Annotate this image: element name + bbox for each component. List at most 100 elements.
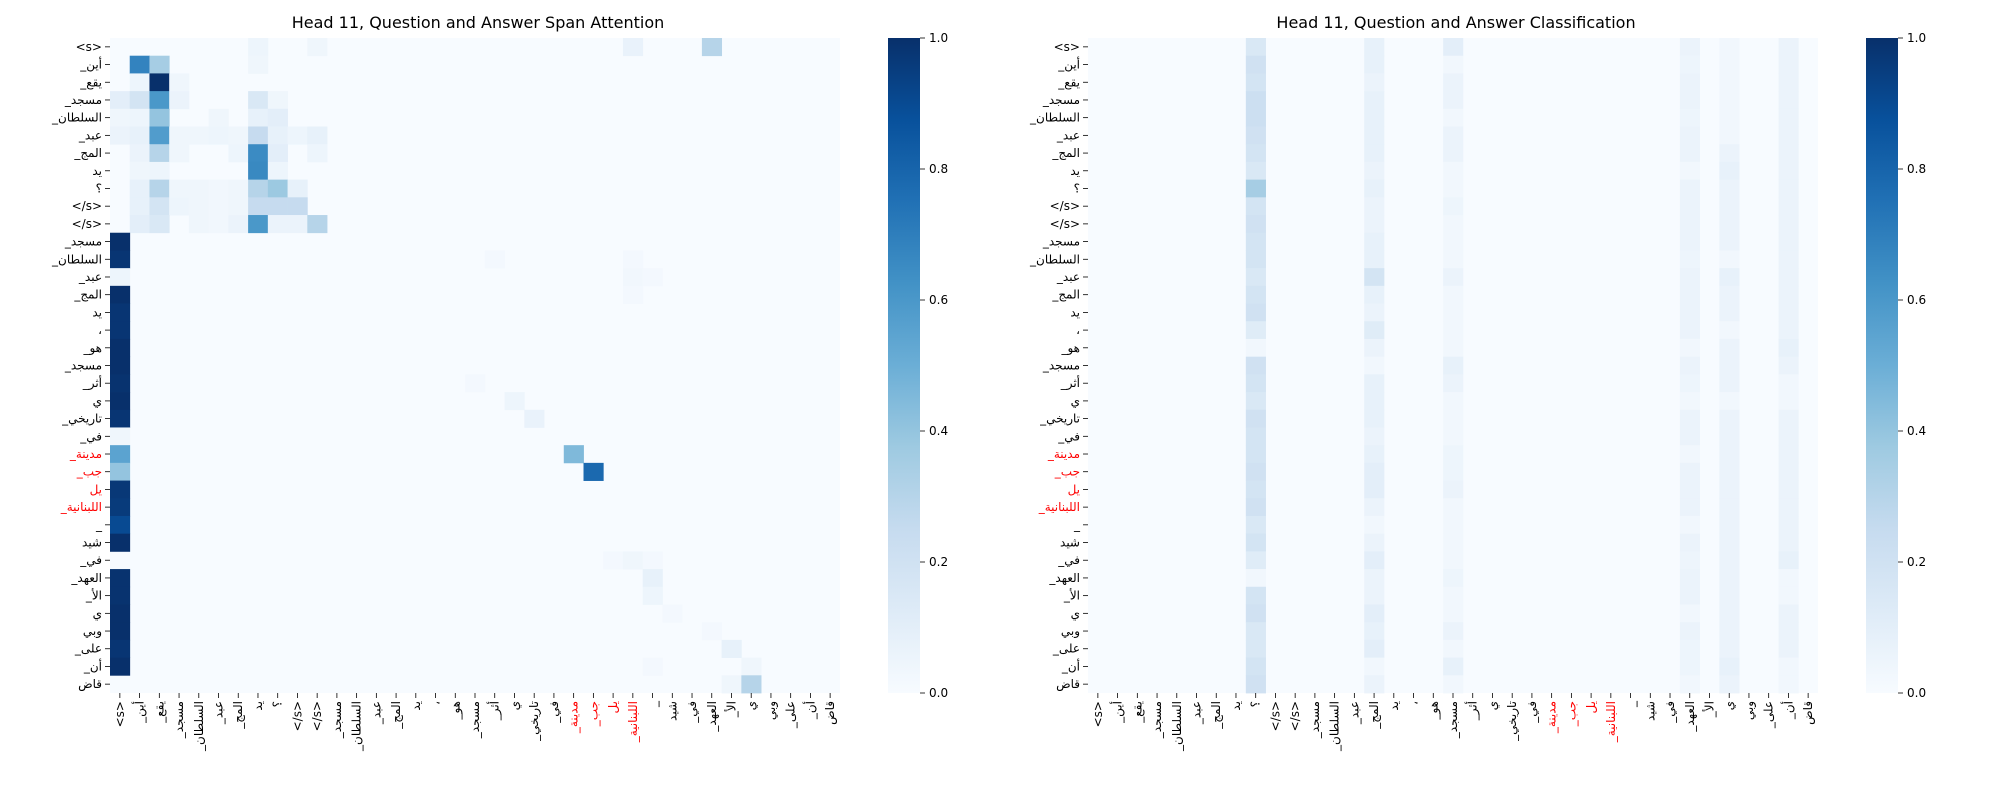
- heatmap-cell: [1443, 285, 1464, 304]
- heatmap-cell: [110, 268, 131, 287]
- heatmap-cell: [741, 657, 762, 676]
- heatmap-cell: [110, 639, 131, 658]
- y-tick-label: _مدينة: [1047, 447, 1080, 461]
- heatmap-cell: [1679, 161, 1701, 181]
- x-tick-label: ،: [1407, 701, 1421, 705]
- heatmap-cell: [1443, 232, 1464, 251]
- heatmap-cell: [267, 108, 288, 127]
- heatmap-cell: [1679, 657, 1701, 676]
- heatmap-cell: [1364, 161, 1385, 181]
- heatmap-cell: [1245, 321, 1266, 340]
- x-tick-label: _على: [1762, 701, 1776, 729]
- heatmap-cell: [1364, 445, 1385, 464]
- heatmap-cell: [1245, 338, 1266, 358]
- x-tick-label: </s>: [310, 701, 324, 731]
- y-tick-label: _عبد: [1056, 128, 1080, 142]
- heatmap-cell: [1679, 232, 1701, 251]
- chart-left: Head 11, Question and Answer Span Attent…: [51, 13, 948, 752]
- heatmap-cell: [228, 126, 249, 145]
- heatmap-cell: [1443, 569, 1464, 588]
- heatmap-cell: [1364, 250, 1385, 269]
- heatmap-cell: [741, 675, 762, 694]
- y-tick-label: وبي: [83, 624, 102, 639]
- x-tick-label: _تاريخي: [1505, 701, 1520, 742]
- y-tick-label: _مسجد: [64, 359, 102, 373]
- heatmap-cell: [1778, 515, 1799, 535]
- heatmap-cell: [1679, 480, 1701, 499]
- x-tick-label: _أين: [132, 701, 148, 724]
- heatmap-cell: [149, 91, 170, 110]
- heatmap-cell: [1364, 657, 1385, 676]
- x-tick-label: _المج: [1367, 701, 1381, 730]
- x-tick-label: قاض: [823, 701, 838, 725]
- heatmap-cell: [1364, 498, 1385, 517]
- heatmap-cell: [1364, 126, 1385, 145]
- y-tick-label: _المج: [1051, 146, 1080, 160]
- x-tick-label: _اللبنانية: [1604, 701, 1618, 743]
- heatmap-cell: [1443, 179, 1464, 198]
- heatmap-cell: [1719, 392, 1740, 411]
- y-tick-label: _أثر: [1060, 375, 1080, 391]
- heatmap-cell: [622, 268, 644, 287]
- heatmap-cell: [1443, 427, 1464, 446]
- heatmap-cell: [1364, 108, 1385, 127]
- heatmap-cell: [110, 498, 131, 517]
- heatmap-cell: [642, 657, 663, 676]
- x-tick-label: _عبد: [1190, 701, 1204, 725]
- heatmap-cell: [1443, 392, 1464, 411]
- heatmap-cell: [1679, 108, 1701, 127]
- y-tick-label: </s>: [1050, 217, 1080, 231]
- heatmap-cell: [149, 197, 170, 216]
- x-tick-labels-left: <s> _أين _يقع _مسجد _السلطان _عبد _المج يد ؟ </s>…: [113, 693, 838, 752]
- heatmap-cell: [228, 215, 249, 234]
- heatmap-cell: [1364, 55, 1385, 74]
- x-tick-label: _في: [547, 701, 561, 724]
- x-tick-label: _مسجد: [1446, 701, 1460, 739]
- y-tick-label: _مسجد: [1042, 359, 1080, 373]
- y-tick-label: _مسجد: [64, 235, 102, 249]
- heatmap-cell: [1778, 639, 1799, 658]
- heatmap-cell: [1364, 427, 1385, 446]
- heatmap-cell: [1679, 374, 1701, 393]
- heatmap-cell: [110, 392, 131, 411]
- heatmap-cell: [1364, 232, 1385, 251]
- heatmap-cell: [1719, 338, 1740, 358]
- heatmap-cell: [1679, 91, 1701, 110]
- colorbar-tick-label: 1.0: [929, 31, 948, 45]
- heatmap-cell: [1364, 409, 1385, 428]
- heatmap-right: [1088, 38, 1818, 694]
- heatmap-cell: [1719, 161, 1740, 181]
- x-tick-label: _عبد: [369, 701, 383, 725]
- heatmap-cell: [248, 108, 269, 127]
- heatmap-cell: [1364, 338, 1385, 358]
- heatmap-cell: [1245, 569, 1266, 588]
- heatmap-cell: [1679, 533, 1701, 552]
- x-tick-label: _السلطان: [350, 701, 364, 752]
- heatmap-cell: [1245, 303, 1266, 322]
- heatmap-cell: [1719, 427, 1740, 446]
- x-tick-label: _: [646, 700, 660, 708]
- heatmap-cell: [1443, 551, 1464, 570]
- heatmap-cell: [1364, 179, 1385, 198]
- x-tick-label: _عبد: [212, 701, 226, 725]
- x-tick-label: _الأ: [723, 701, 738, 718]
- y-tick-label: _أن: [83, 658, 102, 673]
- heatmap-cell: [149, 215, 170, 234]
- y-tick-label: قاض: [78, 677, 102, 692]
- heatmap-cell: [1778, 427, 1799, 446]
- x-tick-label: شيد: [665, 701, 679, 721]
- heatmap-cell: [267, 126, 288, 145]
- heatmap-cell: [1719, 622, 1740, 641]
- y-tick-label: _في: [79, 553, 102, 567]
- heatmap-cell: [1245, 445, 1266, 464]
- heatmap-cell: [307, 215, 328, 234]
- colorbar-tick-label: 0.4: [929, 424, 948, 438]
- x-tick-label: <s>: [1091, 701, 1105, 727]
- x-tick-label: يد: [251, 701, 265, 711]
- heatmap-cell: [129, 144, 150, 163]
- heatmap-cell: [110, 462, 131, 481]
- heatmap-cell: [1245, 533, 1266, 552]
- heatmap-cell: [1443, 445, 1464, 464]
- heatmap-cell: [1245, 604, 1266, 623]
- heatmap-cell: [622, 285, 644, 304]
